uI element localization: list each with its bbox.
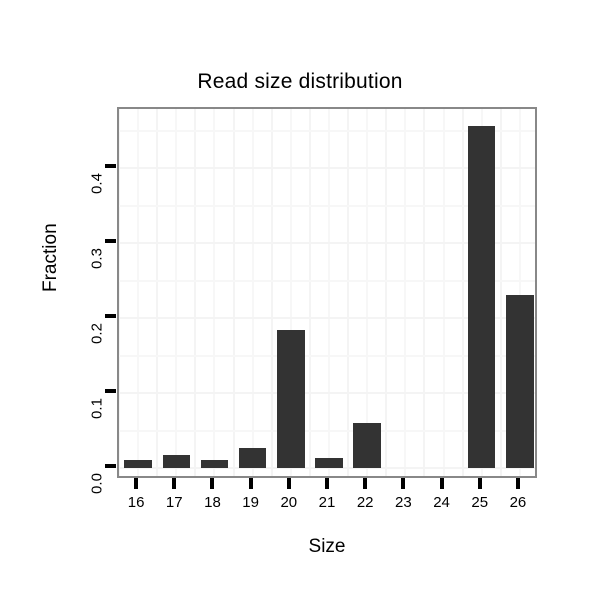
vertical-gridline [423,109,426,476]
vertical-gridline-minor [175,109,178,476]
horizontal-gridline [119,467,535,469]
vertical-gridline [461,109,464,476]
plot-panel [117,107,537,478]
horizontal-gridline-minor [119,204,535,207]
bar-19 [238,447,267,468]
vertical-gridline-minor [442,109,445,476]
vertical-gridline-minor [366,109,369,476]
y-axis-title: Fraction [40,223,61,292]
horizontal-gridline-minor [119,354,535,357]
x-tick-label: 18 [204,494,221,511]
x-axis-title: Size [308,536,346,557]
chart-title: Read size distribution [197,70,403,93]
y-tick-mark [105,314,116,318]
horizontal-gridline-minor [119,129,535,132]
bar-21 [315,458,343,468]
y-tick-label: 0.0 [88,473,106,494]
vertical-gridline [232,109,235,476]
x-tick-mark [439,478,444,489]
vertical-gridline [308,109,311,476]
x-tick-label: 19 [242,494,259,511]
vertical-gridline-minor [289,109,292,476]
bar-26 [506,294,534,468]
horizontal-gridline [119,167,535,169]
bars-layer [119,109,535,476]
vertical-gridline [156,109,159,476]
x-tick-label: 26 [509,494,527,511]
horizontal-gridline [119,317,535,319]
horizontal-gridline [119,392,535,394]
vertical-gridline-minor [404,109,407,476]
vertical-gridline [347,109,350,476]
x-tick-label: 23 [395,494,412,511]
vertical-gridline [499,109,502,476]
bar-16 [124,459,152,468]
y-tick-label: 0.2 [88,323,106,344]
x-tick-label: 25 [471,494,489,511]
horizontal-gridline-minor [119,279,535,282]
x-tick-label: 17 [165,494,183,511]
y-tick-label: 0.3 [88,248,106,269]
y-tick-mark [105,389,116,393]
x-tick-mark [363,478,368,489]
y-tick-mark [105,464,116,468]
vertical-gridline [270,109,273,476]
x-tick-mark [248,478,253,489]
vertical-gridline [194,109,197,476]
x-tick-label: 21 [318,494,336,511]
x-tick-mark [172,478,177,489]
vertical-gridline-minor [251,109,254,476]
bar-22 [353,423,381,468]
x-tick-mark [477,478,482,489]
y-tick-mark [105,164,116,168]
x-tick-label: 16 [127,494,145,511]
x-tick-label: 22 [356,494,374,511]
vertical-gridline-minor [213,109,216,476]
horizontal-gridline [119,242,535,244]
x-tick-mark [401,478,406,489]
bar-25 [467,126,496,468]
y-tick-mark [105,239,116,243]
x-tick-mark [515,478,520,489]
bar-20 [277,330,305,468]
vertical-gridline-minor [137,109,140,476]
vertical-gridline-minor [518,109,521,476]
bar-17 [162,454,190,468]
x-tick-mark [210,478,215,489]
x-tick-label: 20 [280,494,298,511]
x-tick-mark [134,478,139,489]
vertical-gridline [385,109,388,476]
y-tick-label: 0.4 [88,173,106,194]
bar-18 [200,459,229,468]
vertical-gridline-minor [328,109,330,476]
x-tick-mark [286,478,291,489]
x-tick-mark [325,478,329,489]
x-tick-label: 24 [433,494,450,511]
vertical-gridline [119,109,120,476]
y-tick-label: 0.1 [88,398,106,419]
horizontal-gridline-minor [119,429,535,432]
